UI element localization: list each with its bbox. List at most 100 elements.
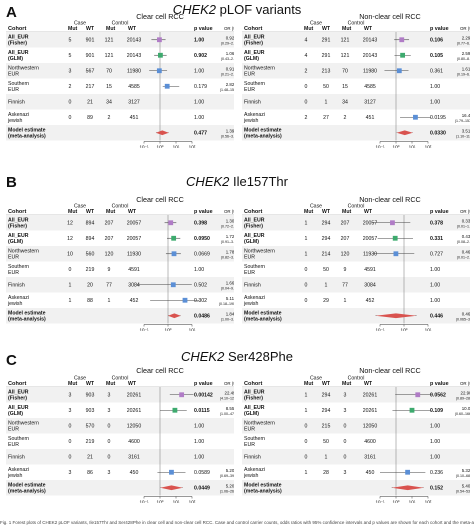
row-background <box>6 433 234 449</box>
row-background <box>6 402 234 418</box>
cohort-label: All_EUR <box>8 35 29 41</box>
case-mut-count: 0 <box>305 100 308 106</box>
control-mut-count: 207 <box>105 236 114 242</box>
case-wt-count: 567 <box>86 69 95 75</box>
cohort-header: Cohort <box>8 381 26 387</box>
p-value: 0.378 <box>430 221 443 227</box>
cohort-label: jewish <box>7 301 23 307</box>
confidence-interval: (0.01–2.68) <box>457 255 470 259</box>
cohort-header: Cohort <box>8 26 26 32</box>
case-mut-count: 0 <box>305 283 308 289</box>
x-tick-label: 10² <box>189 500 196 504</box>
control-wt-count: 20143 <box>363 53 378 59</box>
row-background <box>242 125 470 141</box>
control-mut-count: 3 <box>108 408 111 414</box>
case-mut-count: 5 <box>69 53 72 59</box>
case-mut-count: 12 <box>67 236 73 242</box>
cohort-label: All_EUR <box>8 50 29 56</box>
control-mut-count: 3 <box>108 393 111 399</box>
case-wt-count: 28 <box>323 470 329 476</box>
x-tick-label: 10⁻¹ <box>139 500 149 504</box>
case-wt-count: 219 <box>86 267 95 273</box>
p-value-header: p value <box>430 209 449 215</box>
p-value: 1.00 <box>430 424 440 430</box>
cohort-label: (GLM) <box>244 56 259 62</box>
forest-plot-b-clear: Case Control Cohort Mut WT Mut WT p value OR (95… <box>6 204 234 332</box>
case-wt-count: 21 <box>87 100 93 106</box>
x-tick-label: 10⁻¹ <box>139 328 149 332</box>
x-tick-label: 10⁻¹ <box>139 145 149 149</box>
control-wt-count: 452 <box>130 298 139 304</box>
row-background <box>6 230 234 246</box>
control-wt-count: 3127 <box>128 100 140 106</box>
control-mut-count: 70 <box>106 69 112 75</box>
control-header: Control <box>348 376 365 382</box>
control-wt-count: 4585 <box>364 84 376 90</box>
cohort-label: (GLM) <box>8 239 23 245</box>
panel-letter-a: A <box>6 4 17 21</box>
p-value: 1.00 <box>430 283 440 289</box>
cohort-label: All_EUR <box>244 50 265 56</box>
confidence-interval: (0.04–9.81) <box>221 286 234 290</box>
odds-ratio: 16.4 <box>462 113 470 118</box>
control-wt-count: 12050 <box>127 424 142 430</box>
cohort-label: (Fisher) <box>244 395 263 401</box>
odds-ratio: 1.61 <box>462 66 470 71</box>
cohort-label: EUR <box>8 442 19 448</box>
odds-ratio: 0.92 <box>226 35 234 40</box>
case-wt-count: 560 <box>86 252 95 258</box>
row-background <box>242 230 470 246</box>
case-wt-count: 294 <box>322 408 331 414</box>
mut-header: Mut <box>106 209 115 215</box>
control-wt-count: 20057 <box>363 236 378 242</box>
p-value: 0.106 <box>430 38 443 44</box>
case-mut-count: 0 <box>305 439 308 445</box>
cohort-label: Model estimate <box>244 311 282 317</box>
p-value: 1.00 <box>194 115 204 121</box>
control-mut-count: 3 <box>344 408 347 414</box>
x-tick-label: 10¹ <box>425 328 432 332</box>
row-background <box>6 449 234 465</box>
control-mut-count: 207 <box>341 221 350 227</box>
row-background <box>242 109 470 125</box>
case-mut-count: 1 <box>305 221 308 227</box>
control-wt-count: 4591 <box>128 267 140 273</box>
cohort-label: Finnish <box>8 100 25 106</box>
cohort-header: Cohort <box>244 381 262 387</box>
control-mut-count: 9 <box>344 267 347 273</box>
cohort-label: Model estimate <box>8 483 46 489</box>
confidence-interval: (0.10–68.44) <box>456 474 470 478</box>
cohort-label: jewish <box>243 118 259 124</box>
case-mut-count: 0 <box>305 267 308 273</box>
control-wt-count: 11980 <box>127 69 141 75</box>
odds-ratio: 22.49 <box>225 390 235 395</box>
odds-ratio: 2.59 <box>462 51 470 56</box>
control-mut-count: 1 <box>344 298 347 304</box>
case-mut-count: 2 <box>69 84 72 90</box>
meta-estimate-diamond <box>396 130 413 136</box>
p-value: 0.0589 <box>194 470 210 476</box>
cohort-label: Model estimate <box>8 128 46 134</box>
point-estimate <box>182 297 188 303</box>
cohort-label: Northwestern <box>8 421 39 427</box>
cohort-label: Southern <box>8 81 29 87</box>
odds-ratio: 0.91 <box>226 66 234 71</box>
odds-ratio: 5.32 <box>462 468 470 473</box>
x-tick-label: 10⁻¹ <box>375 500 385 504</box>
panel-title-c: CHEK2 Ser428Phe <box>0 349 474 364</box>
cohort-label: Askenazi <box>244 295 265 301</box>
cohort-label: Askenazi <box>8 467 29 473</box>
x-tick-label: 10² <box>189 145 196 149</box>
wt-header: WT <box>128 26 137 32</box>
cohort-label: (GLM) <box>8 411 23 417</box>
control-wt-count: 3161 <box>128 455 140 461</box>
mut-header: Mut <box>304 26 313 32</box>
case-wt-count: 86 <box>87 470 93 476</box>
row-background <box>6 78 234 94</box>
odds-ratio: 1.66 <box>226 280 234 285</box>
case-wt-count: 50 <box>323 84 329 90</box>
cohort-header: Cohort <box>8 209 26 215</box>
row-background <box>242 449 470 465</box>
confidence-interval: (1.00–47.00) <box>220 412 234 416</box>
x-tick-label: 10⁻¹ <box>375 328 385 332</box>
